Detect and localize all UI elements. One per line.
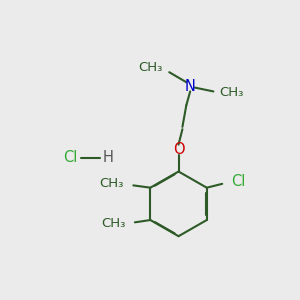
Text: CH₃: CH₃ — [100, 177, 124, 190]
Text: CH₃: CH₃ — [219, 86, 243, 99]
Text: CH₃: CH₃ — [139, 61, 163, 74]
Text: CH₃: CH₃ — [101, 218, 126, 230]
Text: N: N — [185, 79, 196, 94]
Text: H: H — [103, 150, 113, 165]
Text: Cl: Cl — [63, 150, 78, 165]
Text: Cl: Cl — [232, 174, 246, 189]
Text: O: O — [173, 142, 184, 158]
